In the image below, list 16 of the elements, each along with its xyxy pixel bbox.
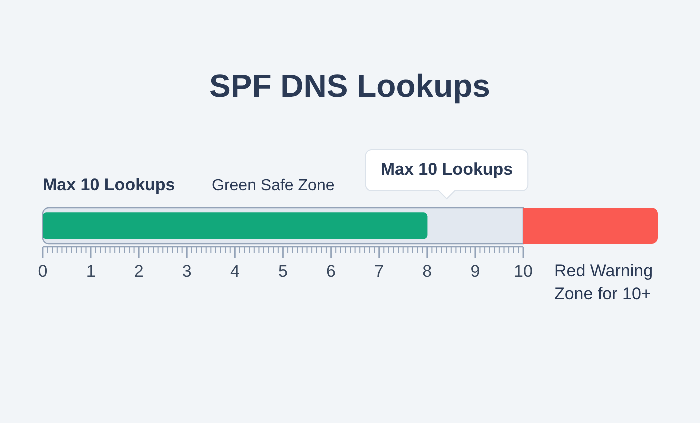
x-tick-label: 5 xyxy=(278,262,288,281)
x-tick-label: 1 xyxy=(86,262,96,281)
x-tick-label: 6 xyxy=(326,262,336,281)
x-tick-label: 7 xyxy=(374,262,384,281)
band-label: Green Safe Zone xyxy=(212,177,335,194)
band-label: Red Warning Zone for 10+ xyxy=(554,262,654,304)
x-tick-label: 9 xyxy=(470,262,480,281)
x-tick-label: 4 xyxy=(230,262,240,281)
chart-title: SPF DNS Lookups xyxy=(210,68,490,104)
x-tick-label: 8 xyxy=(422,262,432,281)
x-tick-label: 10 xyxy=(514,262,533,281)
text: Max 10 Lookups xyxy=(43,176,176,195)
text: Max 10 Lookups xyxy=(380,160,514,180)
x-tick-label: 3 xyxy=(182,262,192,281)
x-tick-label: 2 xyxy=(134,262,144,281)
x-tick-label: 0 xyxy=(38,262,48,281)
